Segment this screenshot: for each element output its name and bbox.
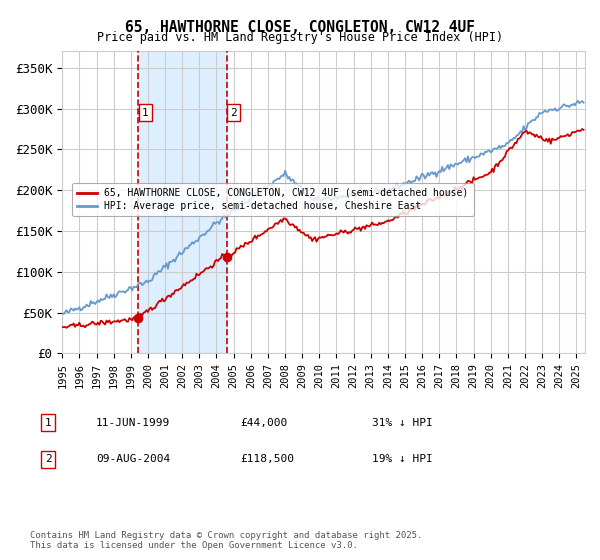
- Text: 11-JUN-1999: 11-JUN-1999: [96, 418, 170, 428]
- Text: 19% ↓ HPI: 19% ↓ HPI: [372, 454, 433, 464]
- Text: Price paid vs. HM Land Registry's House Price Index (HPI): Price paid vs. HM Land Registry's House …: [97, 31, 503, 44]
- Text: 2: 2: [44, 454, 52, 464]
- Text: 2: 2: [230, 108, 237, 118]
- Text: 31% ↓ HPI: 31% ↓ HPI: [372, 418, 433, 428]
- Text: £44,000: £44,000: [240, 418, 287, 428]
- Text: Contains HM Land Registry data © Crown copyright and database right 2025.
This d: Contains HM Land Registry data © Crown c…: [30, 530, 422, 550]
- Text: 1: 1: [44, 418, 52, 428]
- Text: 1: 1: [142, 108, 149, 118]
- Bar: [139, 52, 227, 353]
- Text: £118,500: £118,500: [240, 454, 294, 464]
- Text: 65, HAWTHORNE CLOSE, CONGLETON, CW12 4UF: 65, HAWTHORNE CLOSE, CONGLETON, CW12 4UF: [125, 20, 475, 35]
- Text: 09-AUG-2004: 09-AUG-2004: [96, 454, 170, 464]
- Legend: 65, HAWTHORNE CLOSE, CONGLETON, CW12 4UF (semi-detached house), HPI: Average pri: 65, HAWTHORNE CLOSE, CONGLETON, CW12 4UF…: [73, 183, 473, 216]
